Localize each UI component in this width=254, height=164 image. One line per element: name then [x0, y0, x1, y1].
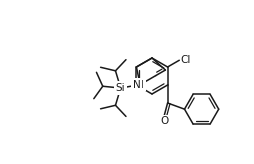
Text: N: N [132, 80, 140, 90]
Text: Cl: Cl [180, 55, 190, 65]
Text: N: N [136, 80, 144, 90]
Text: Si: Si [115, 83, 125, 93]
Text: O: O [160, 116, 168, 126]
